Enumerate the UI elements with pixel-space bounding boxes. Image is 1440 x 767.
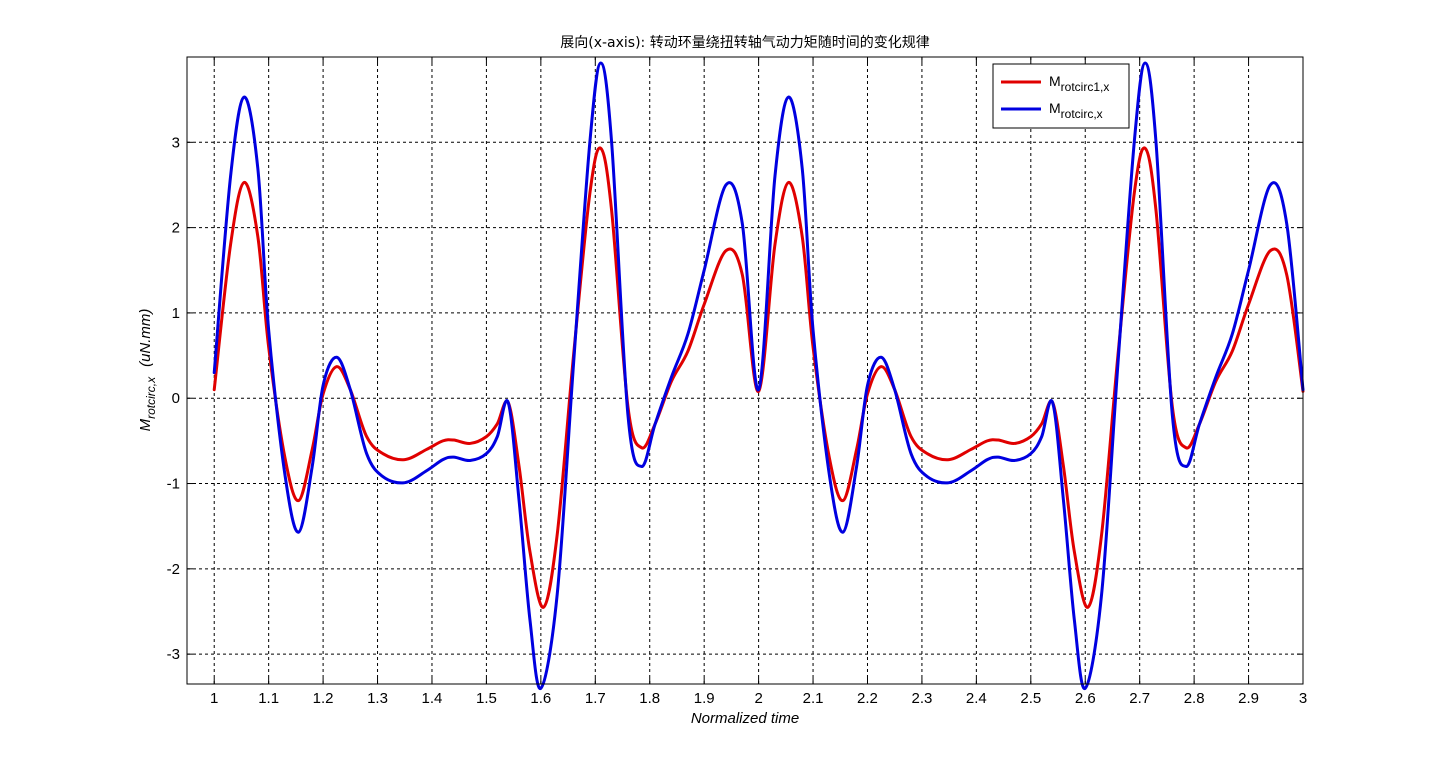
x-tick-label: 2.4 — [966, 690, 987, 707]
y-tick-label: 1 — [172, 305, 180, 322]
x-tick-label: 1.3 — [367, 690, 388, 707]
x-axis-ticks: 1 1.1 1.2 1.3 1.4 1.5 1.6 1.7 1.8 1.9 2 2.1 2.2 2.3 2.… — [210, 57, 1307, 707]
legend-box — [992, 63, 1130, 129]
legend-label-main: M — [1049, 73, 1061, 89]
y-axis-label-unit: (uN.mm) — [137, 309, 154, 367]
grid-lines — [187, 57, 1304, 684]
series-line-2 — [212, 61, 1305, 690]
x-tick-label: 2.1 — [803, 690, 824, 707]
x-tick-label: 2.2 — [857, 690, 878, 707]
x-tick-label: 2.7 — [1129, 690, 1150, 707]
x-tick-label: 1.8 — [639, 690, 660, 707]
plot-area — [187, 57, 1303, 684]
y-tick-label: -3 — [167, 646, 180, 663]
x-tick-label: 1.1 — [258, 690, 279, 707]
plot-frame — [186, 56, 1304, 685]
x-tick-label: 2.6 — [1075, 690, 1096, 707]
x-tick-label: 2.5 — [1020, 690, 1041, 707]
x-tick-label: 1.6 — [530, 690, 551, 707]
legend-label-sub: rotcirc1,x — [1061, 80, 1110, 94]
x-tick-label: 1.4 — [422, 690, 443, 707]
x-tick-label: 1.5 — [476, 690, 497, 707]
x-tick-label: 2 — [754, 690, 762, 707]
series-group — [212, 61, 1305, 690]
y-tick-label: -1 — [167, 476, 180, 493]
x-tick-label: 2.3 — [911, 690, 932, 707]
y-tick-label: 0 — [172, 390, 180, 407]
legend-label-main: M — [1049, 100, 1061, 116]
x-tick-label: 1.7 — [585, 690, 606, 707]
x-tick-label: 2.9 — [1238, 690, 1259, 707]
y-tick-label: -2 — [167, 561, 180, 578]
legend-label-2: Mrotcirc,x — [1049, 100, 1103, 121]
x-tick-label: 1.9 — [694, 690, 715, 707]
chart-title: 展向(x-axis): 转动环量绕扭转轴气动力矩随时间的变化规律 — [560, 35, 929, 51]
y-tick-label: 3 — [172, 134, 180, 151]
x-tick-label: 1.2 — [313, 690, 334, 707]
y-axis-label-main: M — [137, 418, 154, 431]
y-axis-label-sub: rotcirc,x — [144, 376, 158, 419]
x-tick-label: 2.8 — [1184, 690, 1205, 707]
x-tick-label: 3 — [1299, 690, 1307, 707]
legend-label-sub: rotcirc,x — [1061, 107, 1103, 121]
y-axis-label: Mrotcirc,x (uN.mm) — [137, 309, 158, 432]
y-axis-ticks: -3 -2 -1 0 1 2 3 — [167, 134, 1303, 663]
x-axis-label: Normalized time — [691, 710, 799, 727]
y-tick-label: 2 — [172, 220, 180, 237]
x-tick-label: 1 — [210, 690, 218, 707]
legend-label-1: Mrotcirc1,x — [1049, 73, 1109, 94]
